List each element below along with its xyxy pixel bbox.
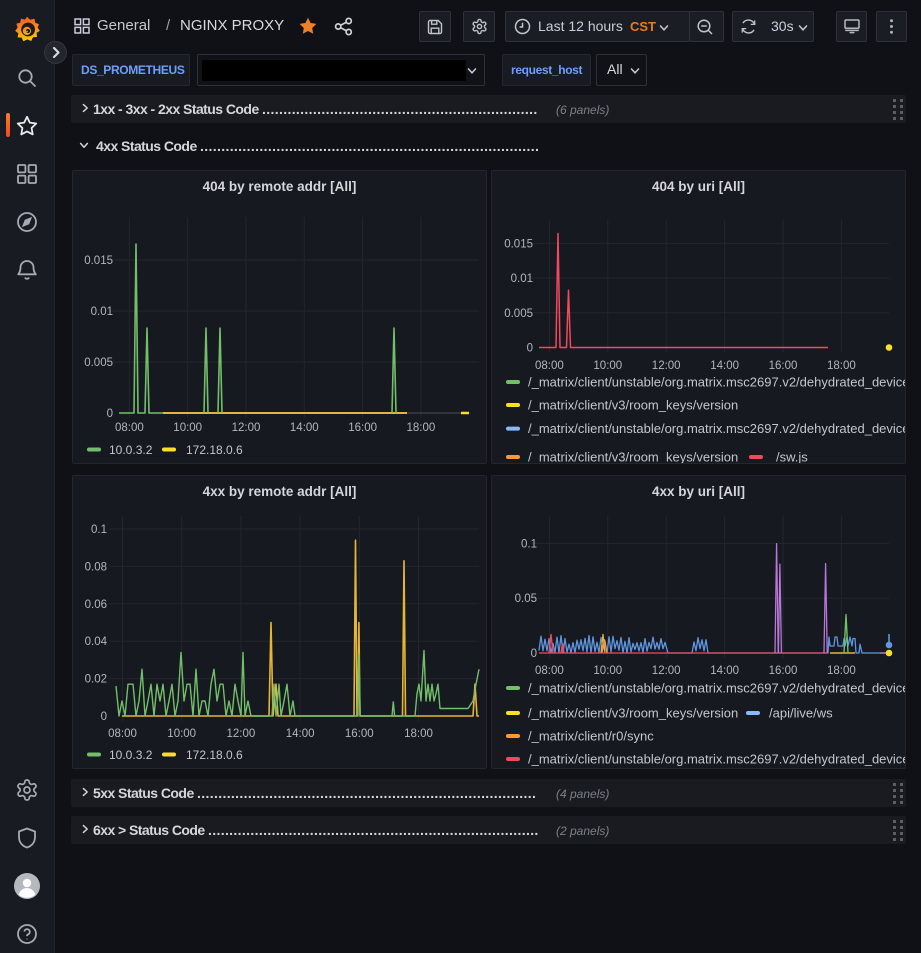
svg-text:08:00: 08:00 (108, 728, 137, 740)
svg-text:0.01: 0.01 (511, 273, 533, 285)
svg-text:/_matrix/client/v3/room_keys/v: /_matrix/client/v3/room_keys/version (528, 450, 738, 465)
svg-text:16:00: 16:00 (345, 728, 374, 740)
svg-text:/_matrix/client/v3/room_keys/v: /_matrix/client/v3/room_keys/version (528, 706, 738, 721)
svg-text:0.1: 0.1 (521, 538, 537, 550)
svg-text:0.015: 0.015 (84, 255, 113, 267)
svg-text:10.0.3.2: 10.0.3.2 (109, 443, 153, 457)
svg-text:/api/live/ws: /api/live/ws (769, 706, 833, 721)
svg-text:0.04: 0.04 (85, 636, 108, 648)
svg-text:08:00: 08:00 (535, 360, 564, 372)
svg-text:/sw.js: /sw.js (776, 450, 808, 465)
svg-text:18:00: 18:00 (827, 360, 856, 372)
svg-text:0: 0 (107, 408, 113, 420)
svg-text:16:00: 16:00 (769, 360, 798, 372)
svg-text:14:00: 14:00 (710, 665, 739, 677)
svg-text:10.0.3.2: 10.0.3.2 (109, 748, 153, 762)
svg-text:0.01: 0.01 (91, 306, 113, 318)
svg-text:16:00: 16:00 (769, 665, 798, 677)
svg-text:/_matrix/client/unstable/org.m: /_matrix/client/unstable/org.matrix.msc2… (528, 421, 906, 436)
svg-text:172.18.0.6: 172.18.0.6 (186, 748, 243, 762)
svg-text:0: 0 (101, 711, 107, 723)
svg-text:18:00: 18:00 (827, 665, 856, 677)
svg-text:/_matrix/client/unstable/org.m: /_matrix/client/unstable/org.matrix.msc2… (528, 752, 906, 767)
svg-text:172.18.0.6: 172.18.0.6 (186, 443, 243, 457)
svg-text:0.015: 0.015 (504, 238, 533, 250)
svg-text:10:00: 10:00 (173, 422, 202, 434)
svg-text:16:00: 16:00 (348, 422, 377, 434)
svg-text:08:00: 08:00 (115, 422, 144, 434)
svg-text:/_matrix/client/unstable/org.m: /_matrix/client/unstable/org.matrix.msc2… (528, 681, 906, 696)
svg-text:0.02: 0.02 (85, 674, 107, 686)
svg-text:10:00: 10:00 (593, 360, 622, 372)
svg-text:0.005: 0.005 (84, 357, 113, 369)
svg-text:14:00: 14:00 (290, 422, 319, 434)
svg-text:0.08: 0.08 (85, 561, 107, 573)
svg-text:0.06: 0.06 (85, 599, 107, 611)
svg-text:10:00: 10:00 (593, 665, 622, 677)
svg-text:0.005: 0.005 (504, 308, 533, 320)
svg-text:08:00: 08:00 (535, 665, 564, 677)
svg-text:/_matrix/client/r0/sync: /_matrix/client/r0/sync (528, 729, 654, 744)
svg-text:14:00: 14:00 (710, 360, 739, 372)
svg-text:12:00: 12:00 (652, 665, 681, 677)
svg-text:/_matrix/client/v3/room_keys/v: /_matrix/client/v3/room_keys/version (528, 398, 738, 413)
svg-text:0: 0 (531, 648, 537, 660)
svg-text:0: 0 (527, 343, 533, 355)
svg-text:14:00: 14:00 (286, 728, 315, 740)
svg-text:0.1: 0.1 (91, 524, 107, 536)
svg-text:12:00: 12:00 (227, 728, 256, 740)
svg-text:18:00: 18:00 (407, 422, 436, 434)
svg-text:0.05: 0.05 (515, 593, 537, 605)
svg-text:12:00: 12:00 (232, 422, 261, 434)
svg-text:10:00: 10:00 (167, 728, 196, 740)
svg-text:/_matrix/client/unstable/org.m: /_matrix/client/unstable/org.matrix.msc2… (528, 375, 906, 390)
svg-text:18:00: 18:00 (404, 728, 433, 740)
svg-text:12:00: 12:00 (652, 360, 681, 372)
